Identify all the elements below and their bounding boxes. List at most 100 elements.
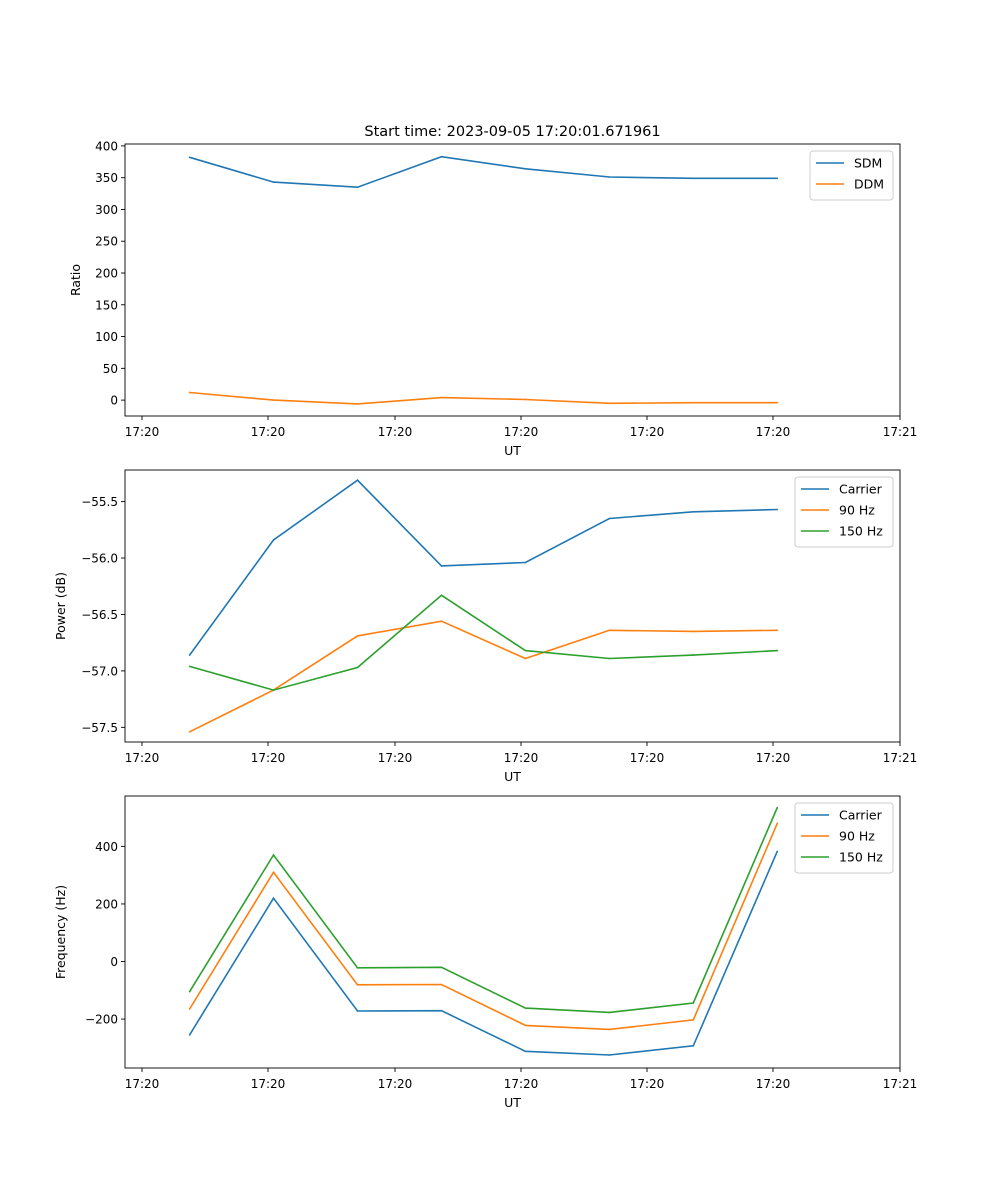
chart-1: 17:20 17:20 17:20 17:20 17:20 17:20 17:21 0 50 10…	[68, 139, 917, 458]
legend-label: 150 Hz	[839, 524, 883, 539]
y-tick-label: 250	[95, 235, 118, 249]
legend-label: Carrier	[839, 482, 883, 497]
x-tick-label: 17:20	[251, 751, 286, 765]
data-point	[356, 967, 359, 969]
plots-container: 17:20 17:20 17:20 17:20 17:20 17:20 17:21 0 50 10…	[53, 139, 917, 1110]
legend-box	[794, 802, 894, 874]
data-point	[524, 649, 527, 652]
x-axis-label: UT	[504, 769, 521, 784]
x-tick-label: 17:20	[125, 425, 160, 439]
data-point	[272, 181, 275, 183]
y-tick-label: 400	[95, 139, 118, 153]
x-tick-label: 17:20	[630, 1077, 665, 1091]
x-tick-label: 17:20	[630, 425, 665, 439]
y-tick-label: 100	[95, 330, 118, 344]
y-tick-label: −56.0	[81, 552, 118, 566]
data-point	[608, 657, 611, 660]
data-point	[440, 155, 443, 158]
y-axis-label: Ratio	[68, 264, 83, 296]
data-point	[356, 666, 359, 669]
data-point	[524, 1007, 527, 1009]
axes-frame	[124, 469, 901, 743]
series-line-150-hz	[188, 807, 779, 1014]
data-point	[692, 654, 695, 656]
x-tick-label: 17:20	[756, 1077, 791, 1091]
data-point	[524, 1050, 527, 1053]
y-tick-label: 400	[95, 840, 118, 854]
data-point	[608, 1028, 611, 1031]
chart-3: 17:20 17:20 17:20 17:20 17:20 17:20 17:21 400 20…	[53, 795, 917, 1110]
x-tick-label: 17:21	[883, 751, 918, 765]
y-tick-label: 300	[95, 203, 118, 217]
y-tick-label: 350	[95, 171, 118, 185]
y-tick-label: −57.0	[81, 664, 118, 678]
y-tick-label: −200	[85, 1013, 118, 1027]
data-point	[356, 635, 359, 637]
data-point	[776, 401, 779, 404]
data-point	[608, 1011, 611, 1014]
legend-box	[794, 476, 894, 548]
data-point	[440, 1009, 443, 1012]
data-point	[776, 850, 779, 853]
x-tick-label: 17:20	[504, 751, 539, 765]
data-point	[188, 1034, 191, 1036]
data-point	[440, 594, 443, 597]
data-point	[188, 391, 191, 394]
data-point	[776, 806, 779, 809]
y-tick-label: 50	[103, 362, 118, 376]
data-point	[776, 508, 779, 511]
data-point	[440, 620, 443, 623]
data-point	[440, 966, 443, 969]
x-tick-label: 17:20	[756, 425, 791, 439]
data-point	[272, 897, 275, 899]
series-line-ddm	[189, 391, 778, 405]
data-point	[524, 561, 527, 564]
x-tick-label: 17:21	[883, 425, 918, 439]
series-line-90-hz	[189, 620, 778, 733]
x-tick-label: 17:20	[251, 425, 286, 439]
y-tick-label: −56.5	[81, 608, 118, 622]
data-point	[524, 657, 527, 660]
x-tick-label: 17:20	[378, 751, 413, 765]
y-tick-label: −57.5	[81, 721, 118, 735]
data-point	[524, 398, 527, 401]
data-point	[188, 731, 191, 733]
data-point	[272, 689, 275, 691]
data-point	[188, 665, 191, 668]
data-point	[188, 990, 191, 993]
data-point	[692, 630, 695, 633]
series-line-90-hz	[188, 822, 779, 1031]
series-line-sdm	[189, 155, 778, 189]
data-point	[356, 1010, 359, 1012]
legend: Carrier 90 Hz 150 Hz	[794, 802, 894, 874]
legend-label: SDM	[854, 156, 882, 171]
data-point	[440, 983, 443, 986]
legend-label: DDM	[854, 177, 884, 192]
data-point	[188, 1008, 191, 1010]
chart-2: 17:20 17:20 17:20 17:20 17:20 17:20 17:21 −55.5…	[53, 469, 918, 784]
legend: Carrier 90 Hz 150 Hz	[794, 476, 894, 548]
data-point	[272, 539, 275, 541]
legend: SDM DDM	[809, 150, 894, 201]
series-line-carrier	[188, 479, 778, 656]
data-point	[608, 629, 611, 632]
x-tick-label: 17:20	[756, 751, 791, 765]
data-point	[356, 403, 359, 405]
data-point	[440, 565, 443, 567]
data-point	[608, 176, 611, 178]
data-point	[356, 186, 359, 189]
y-axis-label: Power (dB)	[53, 572, 68, 640]
data-point	[272, 854, 275, 856]
x-tick-label: 17:20	[378, 1077, 413, 1091]
x-tick-label: 17:20	[504, 1077, 539, 1091]
y-tick-label: 0	[110, 955, 118, 969]
data-point	[776, 822, 779, 825]
data-point	[272, 871, 275, 874]
data-point	[440, 396, 443, 399]
data-point	[524, 167, 527, 170]
y-axis-label: Frequency (Hz)	[53, 885, 68, 979]
data-point	[776, 177, 779, 180]
y-tick-label: 200	[95, 897, 118, 911]
y-tick-label: 150	[95, 298, 118, 312]
